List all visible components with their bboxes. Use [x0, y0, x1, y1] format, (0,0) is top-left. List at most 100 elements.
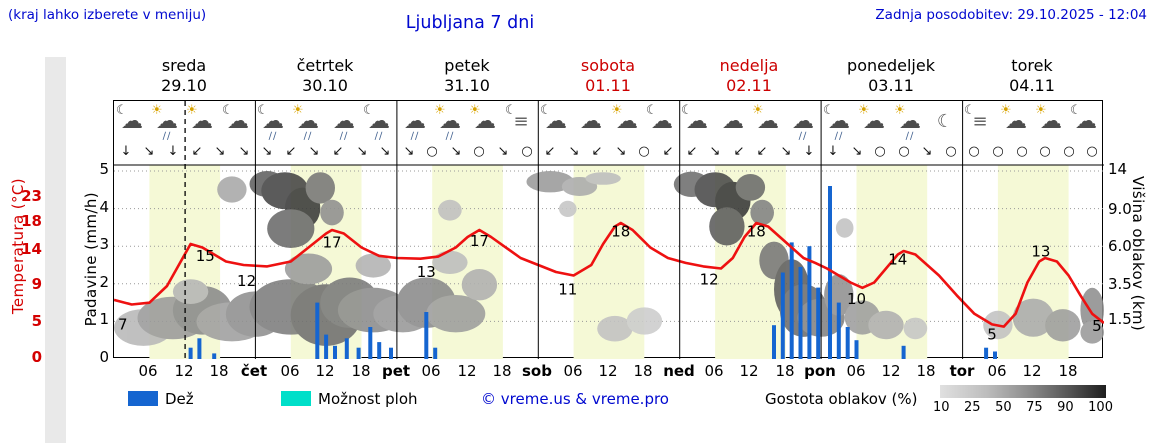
density-tick: 75 — [1026, 400, 1043, 415]
cloud-icon: ☁ — [1075, 109, 1097, 134]
wind-barb-symbol: ↘ — [921, 144, 933, 159]
cloud-density-label: Gostota oblakov (%) — [765, 390, 918, 408]
wind-barb-symbol: ↙ — [285, 144, 297, 159]
weather-icon: ☾ ☁ ∕∕ — [362, 102, 396, 142]
calm-wind-symbol: ○ — [521, 144, 533, 159]
day-header: torek 04.11 — [967, 56, 1097, 96]
sun-icon: ☀ — [752, 103, 764, 118]
cloud-icon: ☁ — [1005, 109, 1027, 134]
cloud-icon: ☁ — [262, 109, 284, 134]
cloud-icon: ☁ — [297, 109, 319, 134]
svg-text:13: 13 — [1031, 243, 1050, 261]
moon-icon: ☾ — [1070, 103, 1082, 118]
weather-icon: ☀ ☁ — [468, 102, 502, 142]
temperature-line — [114, 221, 1104, 328]
sun-icon: ☀ — [1035, 103, 1047, 118]
wind-barb-symbol: ↙ — [686, 144, 698, 159]
weather-icon: ☾ ☁ — [539, 102, 573, 142]
temp-tick: 9 — [31, 275, 42, 293]
svg-text:18: 18 — [611, 222, 630, 240]
showers-legend-swatch — [281, 391, 311, 406]
rain-legend-swatch — [128, 391, 158, 406]
day-name: sreda — [161, 56, 207, 75]
last-update-text: Zadnja posodobitev: 29.10.2025 - 12:04 — [875, 7, 1147, 23]
precip-tick: 4 — [99, 198, 109, 216]
cloudheight-tick: 6.0 — [1108, 237, 1132, 255]
precip-tick: 0 — [99, 348, 109, 366]
svg-text:10: 10 — [847, 290, 866, 308]
day-name: ponedeljek — [847, 56, 935, 75]
day-header: nedelja 02.11 — [684, 56, 814, 96]
wind-barb-symbol: ↓ — [120, 144, 132, 159]
day-header: sreda 29.10 — [119, 56, 249, 96]
day-tick-label: pet — [381, 362, 411, 380]
wind-barb-symbol: ↘ — [356, 144, 368, 159]
wind-barb-symbol: ↘ — [497, 144, 509, 159]
moon-icon: ☾ — [936, 111, 954, 132]
weather-icon: ☀ ☁ ∕∕ — [150, 102, 184, 142]
sun-icon: ☀ — [858, 103, 870, 118]
cloud-icon: ☁ — [474, 109, 496, 134]
rain-drops-icon: ∕∕ — [303, 131, 313, 142]
day-tick-label: ned — [663, 362, 695, 380]
calm-wind-symbol: ○ — [1086, 144, 1098, 159]
location-hint: (kraj lahko izberete v meniju) — [8, 7, 207, 23]
day-date: 31.10 — [444, 76, 490, 95]
rain-drops-icon: ∕∕ — [268, 131, 278, 142]
wind-barb-symbol: ↙ — [733, 144, 745, 159]
calm-wind-symbol: ○ — [945, 144, 957, 159]
rain-drops-icon: ∕∕ — [905, 131, 915, 142]
calm-wind-symbol: ○ — [898, 144, 910, 159]
rain-drops-icon: ∕∕ — [339, 131, 349, 142]
moon-icon: ☾ — [116, 103, 128, 118]
rain-drops-icon: ∕∕ — [834, 131, 844, 142]
calm-wind-symbol: ○ — [874, 144, 886, 159]
svg-text:17: 17 — [470, 232, 489, 250]
day-name: petek — [444, 56, 490, 75]
sun-icon: ☀ — [611, 103, 623, 118]
day-date: 30.10 — [302, 76, 348, 95]
weather-icon: ☾ ≡ — [963, 102, 997, 142]
svg-text:5: 5 — [1092, 317, 1102, 335]
cloud-icon: ☁ — [404, 109, 426, 134]
precip-tick: 3 — [99, 235, 109, 253]
precip-tick: 2 — [99, 273, 109, 291]
day-name: nedelja — [719, 56, 779, 75]
hour-tick-label: 12 — [739, 362, 759, 380]
weather-icon: ☀ ☁ ∕∕ — [433, 102, 467, 142]
hour-tick-label: 18 — [1058, 362, 1078, 380]
precip-bars — [188, 186, 997, 359]
moon-icon: ☾ — [363, 103, 375, 118]
cloud-icon: ☁ — [828, 109, 850, 134]
cloud-icon: ☁ — [121, 109, 143, 134]
hour-tick-label: 12 — [881, 362, 901, 380]
calm-wind-symbol: ○ — [992, 144, 1004, 159]
day-date: 29.10 — [161, 76, 207, 95]
day-date: 04.11 — [1009, 76, 1055, 95]
temp-tick: 14 — [21, 240, 42, 258]
weather-icon: ☀ ☁ — [751, 102, 785, 142]
sun-icon: ☀ — [434, 103, 446, 118]
wind-barb-symbol: ↙ — [591, 144, 603, 159]
cloud-icon: ☁ — [757, 109, 779, 134]
moon-icon: ☾ — [823, 103, 835, 118]
meteogram-plot: 7 15 12 17 13 17 11 18 12 18 10 14 5 13 5 ☾ ☁ ☀ ☁ ∕∕ ☀ ☁ ☾ ☁ ☾ ☁… — [113, 100, 1104, 359]
svg-text:15: 15 — [196, 247, 215, 265]
moon-icon: ☾ — [505, 103, 517, 118]
cloud-icon: ☁ — [156, 109, 178, 134]
temp-tick: 0 — [31, 348, 42, 366]
cloud-icon: ☁ — [1040, 109, 1062, 134]
wind-barb-symbol: ↘ — [851, 144, 863, 159]
cloud-icon: ☁ — [686, 109, 708, 134]
hour-tick-label: 06 — [421, 362, 441, 380]
temp-tick: 5 — [31, 312, 42, 330]
svg-text:12: 12 — [700, 271, 719, 289]
moon-icon: ☾ — [222, 103, 234, 118]
copyright-link[interactable]: © vreme.us & vreme.pro — [481, 390, 669, 408]
day-tick-label: tor — [949, 362, 975, 380]
wind-barb-symbol: ↙ — [191, 144, 203, 159]
day-header: ponedeljek 03.11 — [826, 56, 956, 96]
weather-icon: ☾ — [928, 102, 962, 142]
wind-barb-symbol: ↘ — [214, 144, 226, 159]
cloud-icon: ☁ — [616, 109, 638, 134]
